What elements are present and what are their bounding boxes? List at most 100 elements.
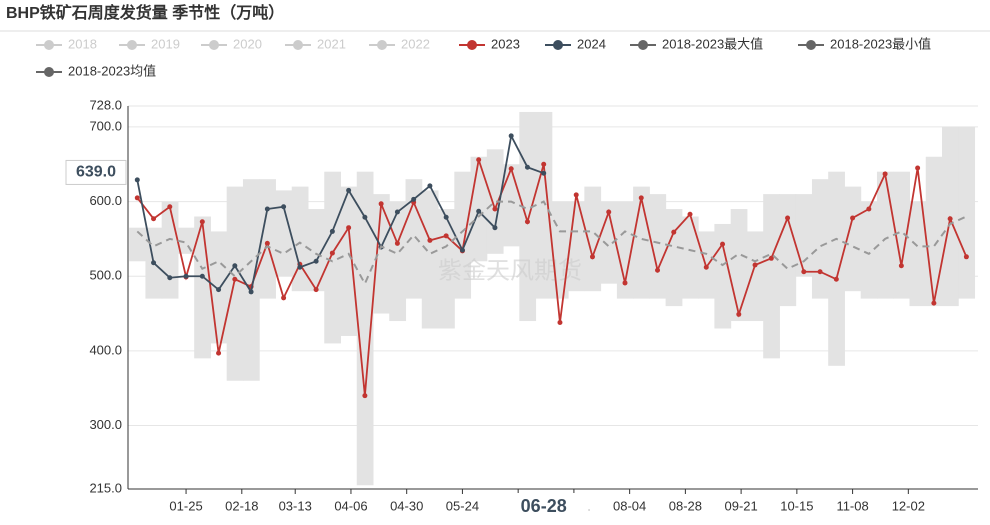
pointer-y-box [65,159,127,185]
point [378,201,384,207]
point [281,295,287,301]
point [264,240,270,246]
mean-line [136,200,967,286]
legend-icon [209,40,219,50]
range-band [307,209,325,292]
point [687,211,693,217]
y-tick-label: 728.0 [89,97,122,112]
y-tick-label: 600.0 [89,193,122,208]
point [898,263,904,269]
point [411,196,417,202]
point [394,209,400,215]
legend-icon [638,40,648,50]
point [281,204,287,210]
point [199,219,205,225]
point [752,262,758,268]
point [541,161,547,167]
range-band [519,111,537,322]
point [134,195,140,201]
point [248,289,254,295]
legend-label: 2023 [491,36,520,51]
point [216,350,222,356]
range-band [373,194,390,314]
range-band [779,194,797,307]
x-tick-label: 01-25 [169,498,202,513]
x-tick-label: 04-30 [390,498,423,513]
point [671,229,677,235]
point [313,287,319,293]
range-band [958,126,976,299]
legend-icon [467,40,477,50]
legend-label: 2024 [577,36,606,51]
point [443,233,449,239]
range-band [746,231,764,322]
range-band [649,194,667,299]
point [134,177,140,183]
range-band [421,190,439,329]
point [557,320,563,326]
legend-label: 2019 [151,36,180,51]
point [703,264,709,270]
x-tick-label: 08-04 [613,498,646,513]
range-band [275,190,293,277]
range-band [584,186,602,292]
range-band [177,227,195,254]
point [459,247,465,253]
legend: 2018 2019 2020 2021 2022 2023 2024 2018-2023最大值… [36,36,931,78]
point [655,267,661,273]
point [638,195,644,201]
x-tick-label: 09-21 [724,498,757,513]
x-tick-label: 11-08 [836,498,868,513]
point [394,240,400,246]
band-layer [129,111,976,486]
point [963,254,969,260]
range-band [242,179,260,381]
point [606,209,612,215]
range-band [486,149,504,254]
y-tick-label: 500.0 [89,268,122,283]
range-band [730,209,748,322]
legend-label: 2022 [401,36,430,51]
x-tick-label: 10-15 [780,498,813,513]
range-band [925,156,943,307]
series-line [136,133,545,295]
point [151,216,157,222]
point [362,214,368,220]
point [199,273,205,279]
range-band [844,186,862,292]
point [931,300,937,306]
point [589,254,595,260]
x-tick-label: 03-13 [279,498,312,513]
legend-icon [806,40,816,50]
x-tick-label: 08-28 [669,498,702,513]
legend-icon [127,40,137,50]
range-band [340,186,358,336]
point [768,255,774,261]
point [167,204,173,210]
point [427,183,433,189]
range-band [909,201,927,307]
point [443,214,449,220]
range-band [665,209,683,307]
point [167,275,173,281]
range-band [681,216,699,299]
legend-icon [44,40,54,50]
point [508,133,514,139]
point [850,215,856,221]
range-band [795,194,813,277]
x-tick-label: 02-18 [225,498,258,513]
y-tick-label: 700.0 [89,118,122,133]
x-tick-label: 05-24 [446,498,479,513]
point [313,258,319,264]
range-band [714,223,732,329]
x-tick-label: 12-02 [892,498,925,513]
pointer-x-box [501,493,589,521]
range-band [633,186,650,299]
point [362,393,368,399]
range-band [454,171,472,299]
range-band [389,201,407,322]
range-band [893,171,910,299]
range-band [860,201,878,299]
point [622,280,628,286]
range-band [811,179,829,299]
